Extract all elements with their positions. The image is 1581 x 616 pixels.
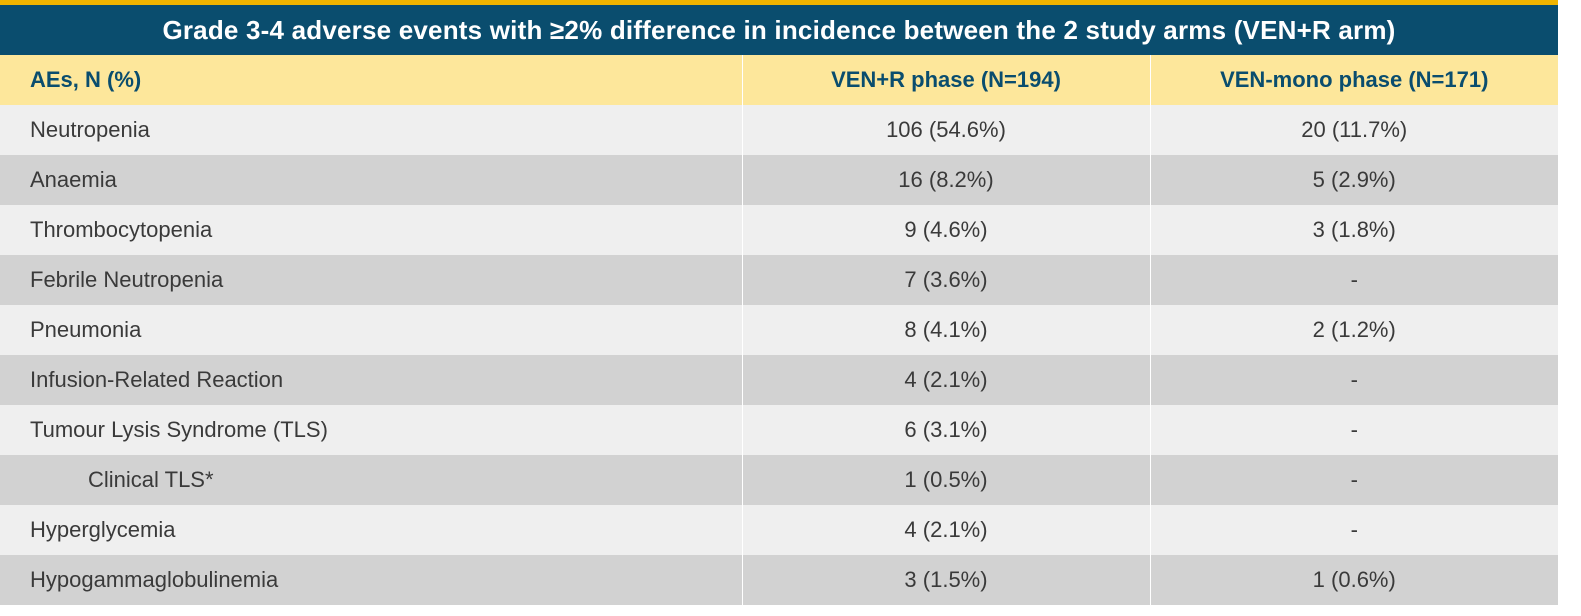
- ven-r-value: 106 (54.6%): [741, 105, 1150, 155]
- ven-r-value: 16 (8.2%): [741, 155, 1150, 205]
- ven-r-value: 1 (0.5%): [741, 455, 1150, 505]
- ae-name: Thrombocytopenia: [0, 205, 742, 255]
- ae-name: Neutropenia: [0, 105, 742, 155]
- table-row: Hyperglycemia 4 (2.1%) -: [0, 505, 1558, 555]
- ae-name: Anaemia: [0, 155, 742, 205]
- ae-name: Hypogammaglobulinemia: [0, 555, 742, 605]
- ven-r-value: 7 (3.6%): [741, 255, 1150, 305]
- ven-mono-value: 3 (1.8%): [1149, 205, 1558, 255]
- ven-mono-value: -: [1149, 355, 1558, 405]
- ven-mono-value: -: [1149, 405, 1558, 455]
- column-header-ae: AEs, N (%): [0, 55, 742, 105]
- ven-mono-value: -: [1149, 505, 1558, 555]
- ven-r-value: 3 (1.5%): [741, 555, 1150, 605]
- table-row: Pneumonia 8 (4.1%) 2 (1.2%): [0, 305, 1558, 355]
- adverse-events-table: AEs, N (%) VEN+R phase (N=194) VEN-mono …: [0, 55, 1558, 605]
- ven-mono-value: 20 (11.7%): [1149, 105, 1558, 155]
- accent-rule: [0, 0, 1558, 5]
- ae-name: Pneumonia: [0, 305, 742, 355]
- table-row: Infusion-Related Reaction 4 (2.1%) -: [0, 355, 1558, 405]
- column-header-ven-r: VEN+R phase (N=194): [741, 55, 1150, 105]
- ven-mono-value: 1 (0.6%): [1149, 555, 1558, 605]
- table-title: Grade 3-4 adverse events with ≥2% differ…: [0, 5, 1558, 55]
- table-row: Anaemia 16 (8.2%) 5 (2.9%): [0, 155, 1558, 205]
- table-row: Thrombocytopenia 9 (4.6%) 3 (1.8%): [0, 205, 1558, 255]
- ven-r-value: 8 (4.1%): [741, 305, 1150, 355]
- ae-name-subitem: Clinical TLS*: [0, 455, 742, 505]
- table-row: Tumour Lysis Syndrome (TLS) 6 (3.1%) -: [0, 405, 1558, 455]
- ven-r-value: 6 (3.1%): [741, 405, 1150, 455]
- ae-name: Infusion-Related Reaction: [0, 355, 742, 405]
- table-row: Febrile Neutropenia 7 (3.6%) -: [0, 255, 1558, 305]
- ven-mono-value: 5 (2.9%): [1149, 155, 1558, 205]
- column-header-ven-mono: VEN-mono phase (N=171): [1149, 55, 1558, 105]
- table-row: Clinical TLS* 1 (0.5%) -: [0, 455, 1558, 505]
- ven-mono-value: -: [1149, 255, 1558, 305]
- header-row: AEs, N (%) VEN+R phase (N=194) VEN-mono …: [0, 55, 1558, 105]
- ven-r-value: 9 (4.6%): [741, 205, 1150, 255]
- ven-mono-value: -: [1149, 455, 1558, 505]
- ven-r-value: 4 (2.1%): [741, 355, 1150, 405]
- ven-mono-value: 2 (1.2%): [1149, 305, 1558, 355]
- ae-name: Hyperglycemia: [0, 505, 742, 555]
- table-row: Hypogammaglobulinemia 3 (1.5%) 1 (0.6%): [0, 555, 1558, 605]
- ven-r-value: 4 (2.1%): [741, 505, 1150, 555]
- ae-name: Tumour Lysis Syndrome (TLS): [0, 405, 742, 455]
- table-row: Neutropenia 106 (54.6%) 20 (11.7%): [0, 105, 1558, 155]
- ae-name: Febrile Neutropenia: [0, 255, 742, 305]
